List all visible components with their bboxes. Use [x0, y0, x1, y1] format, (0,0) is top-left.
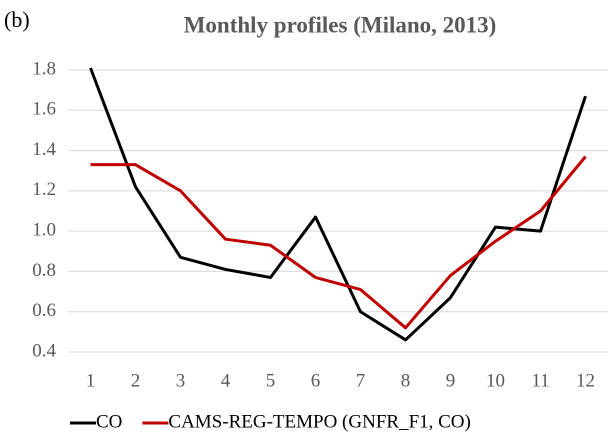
x-tick-label: 1 — [86, 370, 96, 391]
x-tick-label: 5 — [266, 370, 276, 391]
series-line — [89, 67, 587, 342]
x-tick-label: 10 — [486, 370, 505, 391]
y-tick-label: 1.0 — [32, 220, 56, 241]
legend-label: CAMS-REG-TEMPO (GNFR_F1, CO) — [168, 411, 470, 432]
x-tick-label: 12 — [576, 370, 595, 391]
x-tick-label: 8 — [401, 370, 411, 391]
x-tick-label: 11 — [531, 370, 549, 391]
x-tick-label: 3 — [176, 370, 186, 391]
y-tick-label: 0.8 — [32, 260, 56, 281]
x-tick-label: 9 — [446, 370, 456, 391]
x-tick-label: 2 — [131, 370, 141, 391]
panel-label: (b) — [4, 7, 30, 32]
y-tick-label: 0.6 — [32, 300, 56, 321]
y-tick-label: 1.2 — [32, 179, 56, 200]
y-tick-label: 1.6 — [32, 99, 56, 120]
y-tick-label: 1.8 — [32, 58, 56, 79]
x-tick-label: 7 — [356, 370, 366, 391]
series-line — [90, 155, 587, 330]
x-tick-label: 6 — [311, 370, 321, 391]
x-tick-label: 4 — [221, 370, 231, 391]
legend-label: CO — [96, 411, 122, 432]
y-tick-label: 1.4 — [32, 139, 56, 160]
chart-title: Monthly profiles (Milano, 2013) — [184, 12, 497, 37]
y-tick-label: 0.4 — [32, 340, 56, 361]
